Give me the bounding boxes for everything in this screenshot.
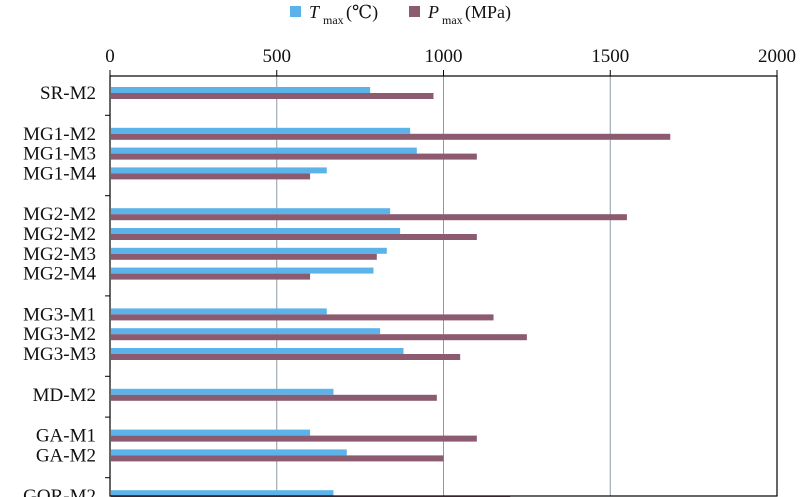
bar-t-md-m2 — [111, 388, 334, 395]
legend-swatch-pmax — [409, 6, 420, 17]
legend-label-tmax-unit: (℃) — [346, 2, 378, 23]
category-labels: SR-M2MG1-M2MG1-M3MG1-M4MG2-M2MG2-M2MG2-M… — [23, 83, 96, 497]
bar-t-mg1-m4 — [111, 167, 327, 174]
category-label: MG2-M4 — [23, 264, 96, 285]
category-label: GA-M2 — [36, 445, 96, 466]
legend-label-tmax-sub: max — [323, 13, 344, 27]
bar-t-mg1-m2 — [111, 127, 411, 134]
category-label: MG1-M3 — [23, 144, 96, 165]
bar-t-sr-m2 — [111, 87, 371, 93]
bar-p-mg2-m2 — [111, 214, 627, 221]
bar-p-ga-m2 — [111, 455, 444, 462]
category-label: MG3-M2 — [23, 324, 96, 345]
bar-t-ga-m1 — [111, 429, 311, 436]
category-label: MG2-M2 — [23, 204, 96, 225]
category-label: MG3-M1 — [23, 304, 96, 325]
category-label: GOR-M2 — [23, 486, 96, 497]
bar-p-mg3-m3 — [111, 354, 461, 360]
bar-t-mg2-m2 — [111, 228, 401, 234]
bar-p-sr-m2 — [111, 93, 434, 99]
category-label: GA-M1 — [36, 426, 96, 447]
legend: T max (℃) P max (MPa) — [290, 2, 511, 27]
bar-p-mg2-m4 — [111, 273, 311, 280]
legend-item-pmax: P max (MPa) — [409, 2, 511, 27]
bar-t-gor-m2 — [111, 490, 334, 497]
bar-t-ga-m2 — [111, 449, 347, 456]
bar-p-mg3-m2 — [111, 334, 527, 341]
legend-label-pmax-unit: (MPa) — [465, 2, 511, 23]
category-label: MG2-M2 — [23, 224, 96, 245]
x-tick-label: 0 — [105, 46, 115, 67]
legend-label-pmax-main: P — [427, 2, 439, 22]
legend-swatch-tmax — [290, 6, 301, 17]
x-tick-label: 2000 — [758, 46, 796, 67]
bar-p-mg2-m3 — [111, 253, 377, 260]
category-label: MD-M2 — [33, 385, 96, 406]
bar-t-mg3-m1 — [111, 308, 327, 315]
category-label: MG2-M3 — [23, 244, 96, 265]
bar-t-mg3-m3 — [111, 348, 404, 354]
bar-p-ga-m1 — [111, 435, 477, 442]
bar-t-mg1-m3 — [111, 147, 417, 154]
legend-label-tmax-main: T — [309, 2, 321, 22]
bar-p-mg3-m1 — [111, 314, 494, 321]
gridlines — [105, 70, 778, 496]
category-label: MG1-M4 — [23, 163, 96, 184]
plot-frame — [109, 75, 778, 497]
bar-t-mg2-m2 — [111, 208, 391, 215]
legend-item-tmax: T max (℃) — [290, 2, 378, 27]
legend-label-pmax-sub: max — [442, 13, 463, 27]
x-tick-label: 1500 — [591, 46, 629, 67]
x-tick-labels: 0 500 1000 1500 2000 — [105, 46, 796, 67]
bar-t-mg2-m4 — [111, 267, 374, 274]
category-label: SR-M2 — [40, 83, 96, 104]
bar-p-mg1-m2 — [111, 133, 671, 140]
bar-p-mg1-m4 — [111, 173, 311, 180]
bar-p-md-m2 — [111, 394, 437, 401]
bars — [111, 87, 671, 497]
bar-t-mg2-m3 — [111, 247, 387, 254]
category-label: MG1-M2 — [23, 124, 96, 145]
x-tick-label: 1000 — [425, 46, 463, 67]
x-tick-label: 500 — [263, 46, 292, 67]
bar-p-mg2-m2 — [111, 234, 477, 240]
bar-t-mg3-m2 — [111, 328, 381, 335]
category-label: MG3-M3 — [23, 344, 96, 365]
bar-p-mg1-m3 — [111, 153, 477, 160]
